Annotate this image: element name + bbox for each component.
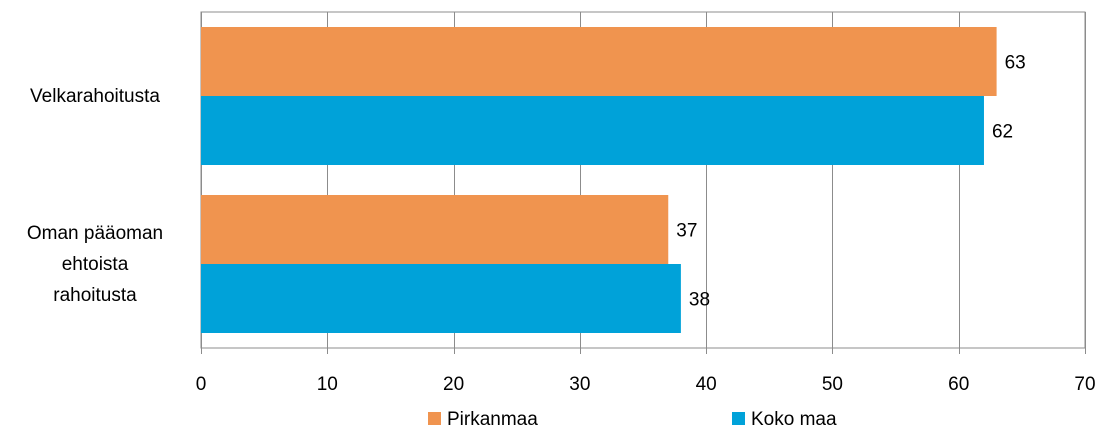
x-axis: 0 10 20 30 40 50 60 70	[196, 348, 1096, 395]
category-label: ehtoista	[62, 254, 129, 275]
x-tick-label: 0	[196, 374, 207, 395]
category-label: rahoitusta	[53, 285, 137, 306]
legend-swatch	[428, 412, 441, 425]
category-label: Velkarahoitusta	[30, 86, 160, 107]
data-label: 62	[992, 122, 1013, 143]
x-tick-label: 30	[569, 374, 590, 395]
legend: Pirkanmaa Koko maa	[428, 409, 837, 430]
bars	[201, 27, 997, 333]
bar-pirkanmaa	[201, 195, 669, 264]
bar-koko-maa	[201, 96, 984, 165]
data-label: 38	[689, 290, 710, 311]
data-label: 37	[676, 221, 697, 242]
x-tick-label: 70	[1074, 374, 1095, 395]
category-labels: Velkarahoitusta Oman pääoman ehtoista rahoi…	[27, 86, 163, 306]
data-labels: 63 37 62 38	[676, 53, 1025, 311]
legend-label: Pirkanmaa	[447, 409, 538, 430]
x-tick-label: 60	[948, 374, 969, 395]
bar-pirkanmaa	[201, 27, 997, 96]
x-tick-label: 20	[443, 374, 464, 395]
x-tick-label: 50	[822, 374, 843, 395]
legend-swatch	[732, 412, 745, 425]
bar-koko-maa	[201, 264, 681, 333]
category-label: Oman pääoman	[27, 223, 163, 244]
x-tick-label: 40	[696, 374, 717, 395]
legend-label: Koko maa	[751, 409, 837, 430]
x-tick-label: 10	[317, 374, 338, 395]
data-label: 63	[1005, 53, 1026, 74]
